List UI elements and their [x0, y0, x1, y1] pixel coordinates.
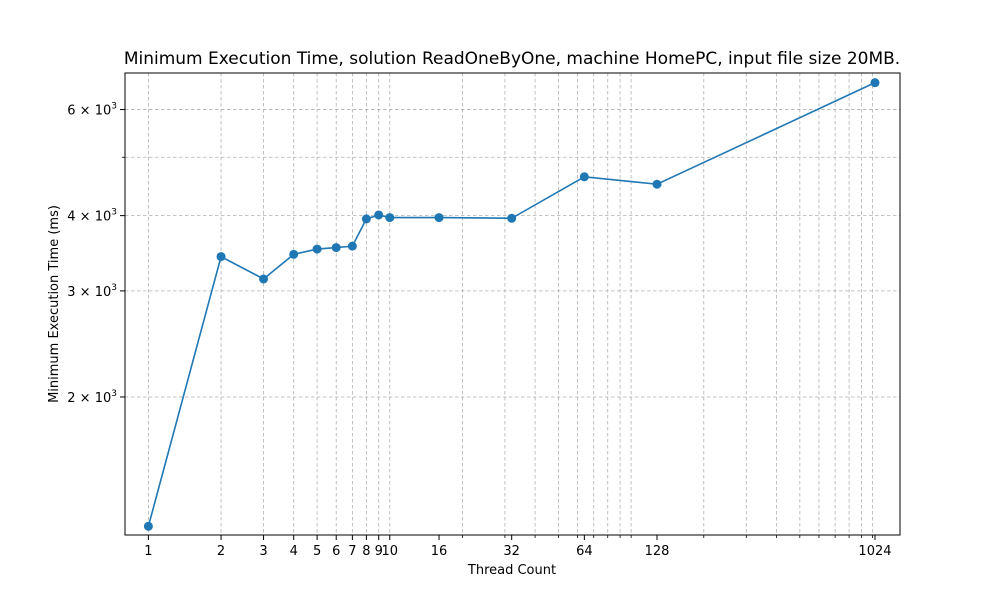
axis-ticks: 1 2 3 4 5 6 7 8 910 16 32 64 128 1024 2 × 103 3 × 103 4 …: [67, 102, 891, 559]
y-tick-label: 2 × 103: [67, 389, 117, 406]
x-tick-label: 2: [217, 544, 225, 559]
x-tick-label: 8: [362, 544, 370, 559]
chart-title: Minimum Execution Time, solution ReadOne…: [124, 49, 900, 69]
data-point: [312, 244, 322, 254]
data-point: [289, 249, 299, 259]
data-point: [652, 179, 662, 189]
x-tick-label: 10: [381, 544, 398, 559]
data-point: [870, 78, 880, 88]
x-tick-label: 5: [313, 544, 321, 559]
x-tick-label: 1: [144, 544, 152, 559]
x-tick-label: 128: [645, 544, 670, 559]
data-point: [374, 210, 384, 220]
series: [143, 78, 880, 531]
plot-area: [124, 72, 901, 536]
x-tick-label: 32: [503, 544, 520, 559]
x-tick-label: 4: [290, 544, 298, 559]
x-tick-label: 7: [348, 544, 356, 559]
data-point: [385, 213, 395, 223]
x-tick-label: 16: [431, 544, 448, 559]
data-point: [347, 241, 357, 251]
data-point: [579, 172, 589, 182]
data-point: [143, 521, 153, 531]
data-point: [507, 213, 517, 223]
x-axis-label: Thread Count: [467, 563, 556, 578]
y-tick-label: 6 × 103: [67, 102, 117, 119]
data-point: [434, 213, 444, 223]
y-axis-label: Minimum Execution Time (ms): [47, 205, 62, 403]
x-tick-label: 64: [576, 544, 593, 559]
series-line: [147, 81, 876, 527]
x-tick-label: 6: [332, 544, 340, 559]
data-point: [216, 252, 226, 262]
y-tick-label: 4 × 103: [67, 208, 117, 225]
data-point: [331, 243, 341, 253]
x-tick-label: 9: [375, 544, 383, 559]
data-point: [259, 274, 269, 284]
x-tick-label: 1024: [858, 544, 891, 559]
data-point: [361, 214, 371, 224]
x-tick-label: 3: [259, 544, 267, 559]
grid: [125, 73, 900, 535]
y-tick-label: 3 × 103: [67, 283, 117, 300]
